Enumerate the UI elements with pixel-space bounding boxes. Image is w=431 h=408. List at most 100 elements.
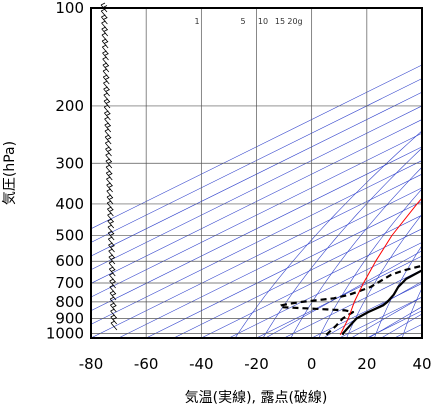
x-tick-label: 0: [307, 355, 317, 373]
wind-barb-icon: [105, 170, 113, 181]
dry-adiabat-line: [234, 130, 422, 338]
x-axis-title: 気温(実線), 露点(破線): [185, 390, 328, 406]
wind-barb-icon: [109, 272, 116, 283]
wind-barb-icon: [104, 134, 112, 145]
wind-barb-icon: [104, 122, 112, 133]
x-tick-label: -20: [244, 355, 269, 373]
wind-barb-icon: [107, 230, 115, 241]
wind-barb-icon: [109, 296, 117, 307]
mixing-ratio-label: 15: [275, 17, 285, 26]
y-tick-label: 200: [55, 97, 84, 115]
wind-barb-icon: [110, 320, 118, 331]
dry-adiabat-line: [346, 213, 422, 338]
isotherm-line: [146, 201, 422, 338]
grid-lines: [91, 8, 422, 338]
wind-barb-icon: [107, 218, 115, 229]
mixing-ratio-line: [380, 313, 422, 338]
wind-barb-icon: [102, 68, 110, 79]
mixing-ratio-line: [368, 306, 422, 338]
wind-barbs: [100, 2, 118, 331]
wind-barb-icon: [101, 26, 109, 37]
wind-barb-icon: [102, 44, 109, 55]
wind-barb-icon: [104, 116, 111, 127]
mixing-ratio-label: 1: [194, 17, 199, 26]
wind-barb-icon: [103, 92, 111, 103]
wind-barb-icon: [109, 278, 116, 289]
wind-barb-icon: [107, 206, 114, 217]
wind-barb-icon: [108, 248, 115, 259]
wind-barb-icon: [106, 182, 113, 193]
wind-barb-icon: [101, 14, 108, 25]
isotherm-line: [91, 105, 422, 271]
mixing-ratio-line: [264, 250, 422, 338]
isotherm-line: [283, 269, 422, 338]
isotherm-line: [256, 255, 422, 338]
y-tick-label: 300: [55, 154, 84, 172]
x-tick-label: -40: [189, 355, 214, 373]
wind-barb-icon: [104, 128, 112, 139]
isotherm-line: [339, 296, 422, 338]
wind-barb-icon: [110, 308, 117, 319]
dry-adiabat-line: [262, 147, 422, 338]
mixing-ratio-label: 5: [240, 17, 245, 26]
y-tick-label: 1000: [46, 324, 84, 342]
wind-barb-icon: [100, 8, 108, 19]
wind-barb-icon: [101, 32, 109, 43]
y-tick-label: 600: [55, 252, 84, 270]
wind-barb-icon: [107, 224, 115, 235]
wind-barb-icon: [103, 86, 110, 97]
wind-barb-icon: [108, 266, 116, 277]
wind-barb-icon: [103, 98, 111, 109]
isotherm-line: [91, 160, 422, 325]
y-tick-label: 100: [55, 0, 84, 17]
y-tick-label: 700: [55, 274, 84, 292]
wind-barb-icon: [107, 212, 114, 223]
y-tick-label: 500: [55, 226, 84, 244]
mixing-ratio-line: [350, 296, 422, 338]
wind-barb-icon: [106, 176, 113, 187]
wind-barb-icon: [104, 110, 111, 121]
isotherm-line: [394, 324, 422, 338]
wind-barb-icon: [105, 164, 113, 175]
mixing-ratio-labels: 1 5 10 15 20g: [194, 17, 302, 26]
x-tick-label: 40: [412, 355, 431, 373]
isotherm-line: [421, 337, 422, 338]
wind-barb-icon: [102, 56, 109, 67]
wind-barb-icon: [108, 236, 115, 247]
wind-barb-icon: [110, 314, 118, 325]
mixing-ratio-label: 10: [258, 17, 268, 26]
profile-lines: [279, 197, 422, 336]
x-tick-labels: -80 -60 -40 -20 0 20 40: [79, 355, 431, 373]
wind-barb-icon: [102, 62, 110, 73]
temperature-profile-line: [341, 269, 422, 335]
wind-barb-icon: [106, 200, 114, 211]
wind-barb-icon: [108, 242, 115, 253]
wind-barb-icon: [109, 290, 117, 301]
wind-barb-icon: [105, 158, 113, 169]
wind-barb-icon: [103, 104, 111, 115]
x-tick-label: 20: [357, 355, 376, 373]
y-tick-label: 900: [55, 310, 84, 328]
x-tick-label: -80: [79, 355, 104, 373]
dry-adiabat-line: [318, 188, 422, 338]
wind-barb-icon: [102, 74, 110, 85]
wind-barb-icon: [103, 80, 110, 91]
y-axis-title: 気圧(hPa): [2, 141, 18, 205]
isotherm-line: [91, 173, 422, 338]
wind-barb-icon: [106, 194, 114, 205]
wind-barb-icon: [102, 50, 109, 61]
wind-barb-icon: [106, 188, 114, 199]
dry-adiabat-line: [374, 244, 422, 338]
y-tick-label: 800: [55, 293, 84, 311]
parcel-profile-line: [339, 197, 422, 336]
wind-barb-icon: [105, 140, 112, 151]
isotherm-line: [91, 78, 422, 243]
plot-frame: [90, 7, 423, 339]
isotherm-line: [173, 214, 422, 338]
wind-barb-icon: [109, 284, 117, 295]
wind-barb-icon: [108, 260, 116, 271]
wind-barb-icon: [110, 302, 117, 313]
dewpoint-profile-line: [279, 264, 422, 336]
